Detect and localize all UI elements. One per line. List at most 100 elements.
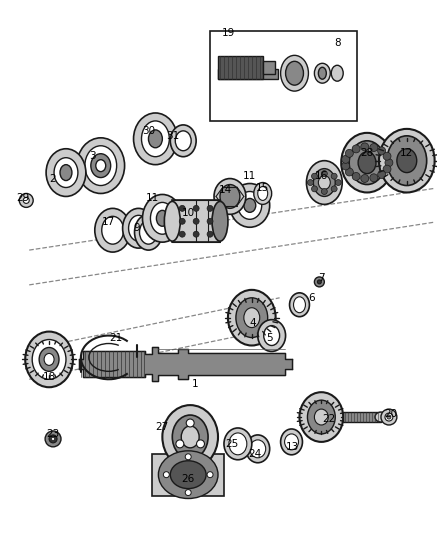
Ellipse shape xyxy=(230,183,270,227)
Circle shape xyxy=(193,205,199,212)
Ellipse shape xyxy=(397,149,417,173)
Text: 6: 6 xyxy=(308,293,315,303)
Circle shape xyxy=(193,219,199,224)
Circle shape xyxy=(346,168,353,176)
Ellipse shape xyxy=(170,125,196,157)
Ellipse shape xyxy=(358,152,376,174)
Circle shape xyxy=(321,171,327,176)
Circle shape xyxy=(163,472,170,478)
Text: 5: 5 xyxy=(266,333,273,343)
Ellipse shape xyxy=(250,440,266,458)
Ellipse shape xyxy=(162,405,218,469)
Ellipse shape xyxy=(172,415,208,459)
Ellipse shape xyxy=(102,216,124,244)
Ellipse shape xyxy=(387,136,427,185)
Ellipse shape xyxy=(164,201,180,241)
Ellipse shape xyxy=(156,211,168,226)
Circle shape xyxy=(23,197,29,204)
Ellipse shape xyxy=(318,67,326,79)
Text: 12: 12 xyxy=(400,148,413,158)
Circle shape xyxy=(318,280,321,284)
Circle shape xyxy=(331,186,337,192)
Circle shape xyxy=(185,490,191,496)
Ellipse shape xyxy=(238,191,262,219)
Text: 4: 4 xyxy=(250,318,256,328)
Ellipse shape xyxy=(170,461,206,489)
Bar xyxy=(152,454,224,496)
Text: 18: 18 xyxy=(42,372,56,382)
Ellipse shape xyxy=(39,348,59,372)
Text: 28: 28 xyxy=(360,148,374,158)
Circle shape xyxy=(185,454,191,460)
Circle shape xyxy=(207,472,213,478)
Circle shape xyxy=(335,180,341,185)
Circle shape xyxy=(321,189,327,195)
Circle shape xyxy=(176,440,184,448)
Ellipse shape xyxy=(244,308,260,328)
Text: 29: 29 xyxy=(17,193,30,204)
Ellipse shape xyxy=(228,290,276,345)
Ellipse shape xyxy=(91,154,111,177)
Ellipse shape xyxy=(77,138,124,193)
Text: 8: 8 xyxy=(334,38,341,49)
Ellipse shape xyxy=(181,426,199,448)
Circle shape xyxy=(385,413,393,421)
Ellipse shape xyxy=(141,121,170,157)
Circle shape xyxy=(385,159,393,167)
Bar xyxy=(172,200,220,242)
Ellipse shape xyxy=(290,293,309,317)
Circle shape xyxy=(342,162,350,170)
Ellipse shape xyxy=(140,220,157,244)
Ellipse shape xyxy=(46,149,86,197)
Bar xyxy=(263,61,275,74)
Ellipse shape xyxy=(236,298,268,337)
Circle shape xyxy=(383,152,391,160)
Ellipse shape xyxy=(229,433,247,455)
Circle shape xyxy=(370,174,378,182)
Ellipse shape xyxy=(159,451,218,498)
Ellipse shape xyxy=(293,297,305,313)
Circle shape xyxy=(314,277,324,287)
Circle shape xyxy=(49,435,57,443)
Text: 25: 25 xyxy=(225,439,239,449)
Text: 30: 30 xyxy=(142,126,155,136)
Text: 27: 27 xyxy=(156,422,169,432)
Ellipse shape xyxy=(258,320,286,351)
Ellipse shape xyxy=(307,160,342,204)
Ellipse shape xyxy=(123,208,155,248)
Circle shape xyxy=(370,143,378,151)
Ellipse shape xyxy=(60,165,72,181)
Ellipse shape xyxy=(300,392,343,442)
Ellipse shape xyxy=(264,326,279,345)
Ellipse shape xyxy=(175,131,191,151)
Circle shape xyxy=(387,415,391,419)
Text: 7: 7 xyxy=(318,273,325,283)
Ellipse shape xyxy=(314,63,330,83)
Bar xyxy=(218,69,278,79)
Circle shape xyxy=(346,149,353,157)
Ellipse shape xyxy=(307,400,335,434)
Ellipse shape xyxy=(244,198,256,212)
Circle shape xyxy=(207,205,213,212)
Circle shape xyxy=(307,180,314,185)
Text: 31: 31 xyxy=(166,131,179,141)
Circle shape xyxy=(381,409,397,425)
Text: 3: 3 xyxy=(89,151,96,161)
Text: 23: 23 xyxy=(46,429,60,439)
Ellipse shape xyxy=(314,168,335,197)
Circle shape xyxy=(378,147,385,155)
Ellipse shape xyxy=(349,141,385,184)
Circle shape xyxy=(193,231,199,237)
Ellipse shape xyxy=(285,434,298,450)
Ellipse shape xyxy=(281,429,303,455)
Ellipse shape xyxy=(150,203,174,234)
Circle shape xyxy=(352,145,360,153)
Ellipse shape xyxy=(281,55,308,91)
Text: 1: 1 xyxy=(192,379,198,389)
Ellipse shape xyxy=(25,332,73,387)
Circle shape xyxy=(311,173,318,179)
Text: 10: 10 xyxy=(182,208,195,219)
Text: 11: 11 xyxy=(146,193,159,204)
Circle shape xyxy=(179,219,185,224)
Ellipse shape xyxy=(148,130,162,148)
